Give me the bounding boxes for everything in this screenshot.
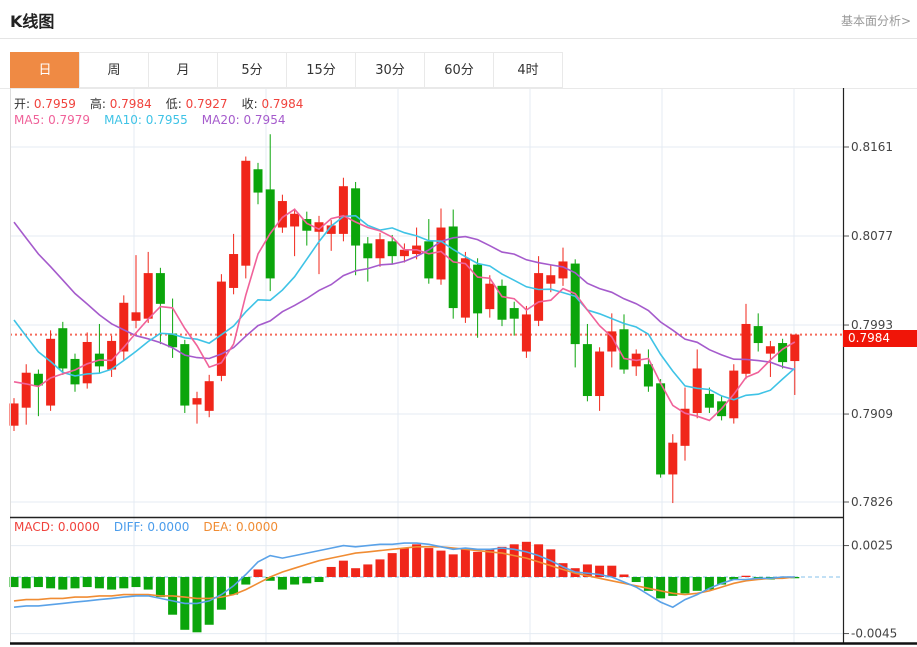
readout-pair: MACD: 0.0000: [14, 520, 100, 534]
period-tabs: 日周月 5分 15分 30分 60分 4时: [10, 52, 563, 88]
svg-text:0.7909: 0.7909: [851, 407, 893, 421]
readout-pair: 开: 0.7959: [14, 97, 76, 111]
readout-pair: MA5: 0.7979: [14, 113, 91, 127]
tab-period-1[interactable]: 周: [79, 52, 149, 88]
svg-text:-0.0045: -0.0045: [851, 627, 897, 641]
svg-text:0.7826: 0.7826: [851, 495, 893, 509]
ma10-line: [13, 214, 796, 401]
macd-readout: MACD: 0.0000 DIFF: 0.0000 DEA: 0.0000: [14, 520, 292, 534]
readout-pair: 高: 0.7984: [89, 97, 152, 111]
readout-pair: MA20: 0.7954: [201, 113, 286, 127]
fundamental-analysis-link[interactable]: 基本面分析>: [840, 14, 911, 28]
tab-period-0[interactable]: 日: [10, 52, 80, 88]
diff-line: [13, 542, 795, 609]
svg-text:0.7993: 0.7993: [851, 318, 893, 332]
svg-text:0.8077: 0.8077: [851, 229, 893, 243]
tab-period-3[interactable]: 5分: [217, 52, 287, 88]
tab-period-4[interactable]: 15分: [286, 52, 356, 88]
readout-pair: DIFF: 0.0000: [113, 520, 190, 534]
ohlc-readout: 开: 0.7959 高: 0.7984 低: 0.7927 收: 0.7984: [14, 95, 317, 112]
candlestick-series: [9, 134, 800, 504]
readout-pair: 低: 0.7927: [165, 97, 228, 111]
grid-lines: [10, 88, 843, 644]
tab-period-5[interactable]: 30分: [355, 52, 425, 88]
dea-line: [13, 545, 795, 602]
svg-text:0.8161: 0.8161: [851, 140, 893, 154]
readout-pair: MA10: 0.7955: [104, 113, 188, 127]
chart-header: K线图 基本面分析>: [0, 0, 917, 39]
tab-period-7[interactable]: 4时: [493, 52, 563, 88]
readout-pair: DEA: 0.0000: [203, 520, 279, 534]
ma-readout: MA5: 0.7979 MA10: 0.7955 MA20: 0.7954: [14, 113, 299, 127]
readout-pair: 收: 0.7984: [241, 97, 304, 111]
ma20-line: [13, 221, 795, 371]
ma5-line: [13, 208, 796, 422]
svg-text:0.0025: 0.0025: [851, 539, 893, 553]
price-axis: 0.8161 0.8077 0.7993 0.7909 0.7826 0.0025 -0.0…: [843, 140, 897, 641]
macd-histogram: [9, 541, 800, 633]
tab-period-2[interactable]: 月: [148, 52, 218, 88]
chart-borders: [0, 88, 917, 645]
current-price-badge: 0.7984: [843, 330, 917, 347]
kline-macd-chart[interactable]: 0.8161 0.8077 0.7993 0.7909 0.7826 0.0025 -0.0…: [0, 88, 917, 647]
tab-period-6[interactable]: 60分: [424, 52, 494, 88]
page-title: K线图: [10, 12, 55, 31]
